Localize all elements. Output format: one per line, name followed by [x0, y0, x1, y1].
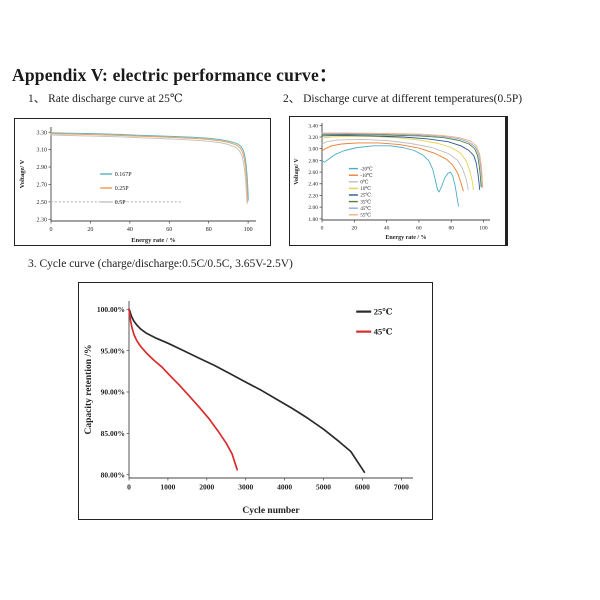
svg-text:10℃: 10℃	[360, 186, 371, 192]
svg-text:3000: 3000	[238, 483, 253, 492]
page-title: Appendix V: electric performance curve：	[12, 64, 337, 85]
cycle-curve-plot: 80.00% 85.00% 90.00% 95.00% 100.00% 0 1000 2000…	[84, 301, 413, 516]
svg-text:40: 40	[127, 227, 133, 233]
rate-discharge-chart-frame: 2.30 2.50 2.70 2.90 3.10 3.30 0 20 40 60 80 100 Ener…	[14, 118, 271, 246]
svg-text:0: 0	[127, 483, 131, 492]
svg-text:100: 100	[479, 226, 488, 232]
svg-text:0℃: 0℃	[360, 180, 369, 186]
svg-text:80.00%: 80.00%	[101, 470, 125, 479]
svg-text:20: 20	[352, 226, 358, 232]
svg-text:25℃: 25℃	[360, 193, 371, 199]
svg-text:95.00%: 95.00%	[101, 346, 125, 355]
section-2-heading: 2、 Discharge curve at different temperat…	[283, 93, 523, 105]
svg-text:-10℃: -10℃	[360, 173, 373, 179]
svg-text:3.20: 3.20	[308, 135, 318, 141]
svg-text:3.30: 3.30	[37, 130, 48, 136]
svg-text:Energy rate / %: Energy rate / %	[385, 235, 426, 241]
svg-text:7000: 7000	[394, 483, 409, 492]
svg-text:2.40: 2.40	[308, 182, 318, 188]
rate-discharge-plot: 2.30 2.50 2.70 2.90 3.10 3.30 0 20 40 60 80 100 Ener…	[19, 127, 256, 244]
svg-text:0.167P: 0.167P	[115, 172, 133, 178]
svg-text:1.80: 1.80	[308, 217, 318, 223]
svg-text:45℃: 45℃	[360, 206, 371, 212]
svg-text:2.70: 2.70	[37, 183, 48, 189]
svg-text:90.00%: 90.00%	[101, 388, 125, 397]
svg-text:Energy rate / %: Energy rate / %	[131, 237, 176, 244]
svg-text:85.00%: 85.00%	[101, 429, 125, 438]
svg-text:0: 0	[321, 226, 324, 232]
svg-text:2.50: 2.50	[37, 200, 48, 206]
svg-text:0.5P: 0.5P	[115, 200, 127, 206]
cycle-curve-chart-frame: 80.00% 85.00% 90.00% 95.00% 100.00% 0 1000 2000…	[78, 282, 433, 520]
section-1-heading: 1、 Rate discharge curve at 25℃	[28, 93, 183, 105]
svg-text:1000: 1000	[160, 483, 175, 492]
svg-text:40: 40	[384, 226, 390, 232]
svg-text:100: 100	[244, 227, 253, 233]
svg-text:0: 0	[50, 227, 53, 233]
temperature-discharge-plot: 1.80 2.00 2.20 2.40 2.60 2.80 3.00 3.20 3.40 0 20 4…	[294, 123, 490, 241]
svg-text:35℃: 35℃	[360, 199, 371, 205]
temperature-discharge-chart-frame: 1.80 2.00 2.20 2.40 2.60 2.80 3.00 3.20 3.40 0 20 4…	[289, 116, 508, 246]
section-3-heading: 3. Cycle curve (charge/discharge:0.5C/0.…	[28, 258, 293, 270]
svg-text:4000: 4000	[277, 483, 292, 492]
svg-text:Voltage/ V: Voltage/ V	[294, 158, 300, 185]
svg-text:Capacity retention /%: Capacity retention /%	[84, 344, 94, 434]
svg-text:60: 60	[166, 227, 172, 233]
svg-text:80: 80	[448, 226, 454, 232]
svg-text:2.60: 2.60	[308, 170, 318, 176]
svg-text:3.10: 3.10	[37, 148, 48, 154]
svg-text:2.30: 2.30	[37, 217, 48, 223]
svg-text:2000: 2000	[199, 483, 214, 492]
svg-text:2.20: 2.20	[308, 193, 318, 199]
svg-text:55℃: 55℃	[360, 213, 371, 219]
svg-text:5000: 5000	[316, 483, 331, 492]
svg-text:Cycle number: Cycle number	[242, 506, 300, 516]
svg-text:3.00: 3.00	[308, 147, 318, 153]
svg-text:0.25P: 0.25P	[115, 186, 130, 192]
svg-text:2.80: 2.80	[308, 158, 318, 164]
svg-text:2.90: 2.90	[37, 165, 48, 171]
svg-text:45℃: 45℃	[374, 327, 393, 337]
svg-text:25℃: 25℃	[374, 307, 393, 317]
svg-text:6000: 6000	[355, 483, 370, 492]
svg-text:80: 80	[206, 227, 212, 233]
svg-text:Voltage/ V: Voltage/ V	[19, 159, 26, 188]
svg-text:100.00%: 100.00%	[97, 305, 125, 314]
svg-text:3.40: 3.40	[308, 123, 318, 129]
svg-text:2.00: 2.00	[308, 205, 318, 211]
svg-text:60: 60	[416, 226, 422, 232]
svg-text:-20℃: -20℃	[360, 166, 373, 172]
svg-text:20: 20	[87, 227, 93, 233]
